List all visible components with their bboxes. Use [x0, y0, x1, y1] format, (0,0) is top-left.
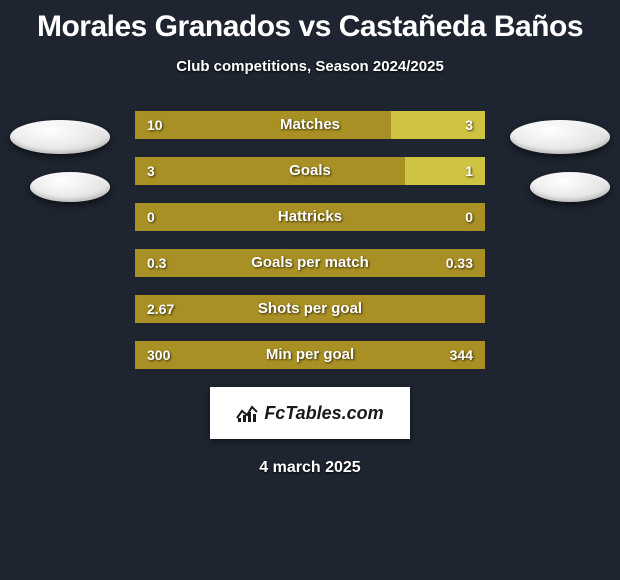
- fctables-logo-text: FcTables.com: [264, 403, 383, 424]
- stat-bar-left: [135, 295, 485, 323]
- stat-row: Goals per match0.30.33: [135, 249, 485, 277]
- fctables-chart-icon: [236, 403, 258, 423]
- stat-row: Matches103: [135, 111, 485, 139]
- stat-bar-right: [405, 157, 486, 185]
- stat-bar-left: [135, 203, 485, 231]
- fctables-logo: FcTables.com: [210, 387, 410, 439]
- stat-bar-left: [135, 249, 485, 277]
- stat-bar-left: [135, 111, 391, 139]
- subtitle: Club competitions, Season 2024/2025: [0, 58, 620, 75]
- stat-row: Shots per goal2.67: [135, 295, 485, 323]
- stat-row: Hattricks00: [135, 203, 485, 231]
- date-label: 4 march 2025: [0, 459, 620, 477]
- stat-bar-right: [391, 111, 486, 139]
- stat-row: Goals31: [135, 157, 485, 185]
- page-title: Morales Granados vs Castañeda Baños: [0, 0, 620, 44]
- stat-row: Min per goal300344: [135, 341, 485, 369]
- comparison-chart: Matches103 Goals31 Hattricks00 Goals per ma…: [0, 111, 620, 369]
- stat-bar-left: [135, 157, 405, 185]
- stat-bar-left: [135, 341, 485, 369]
